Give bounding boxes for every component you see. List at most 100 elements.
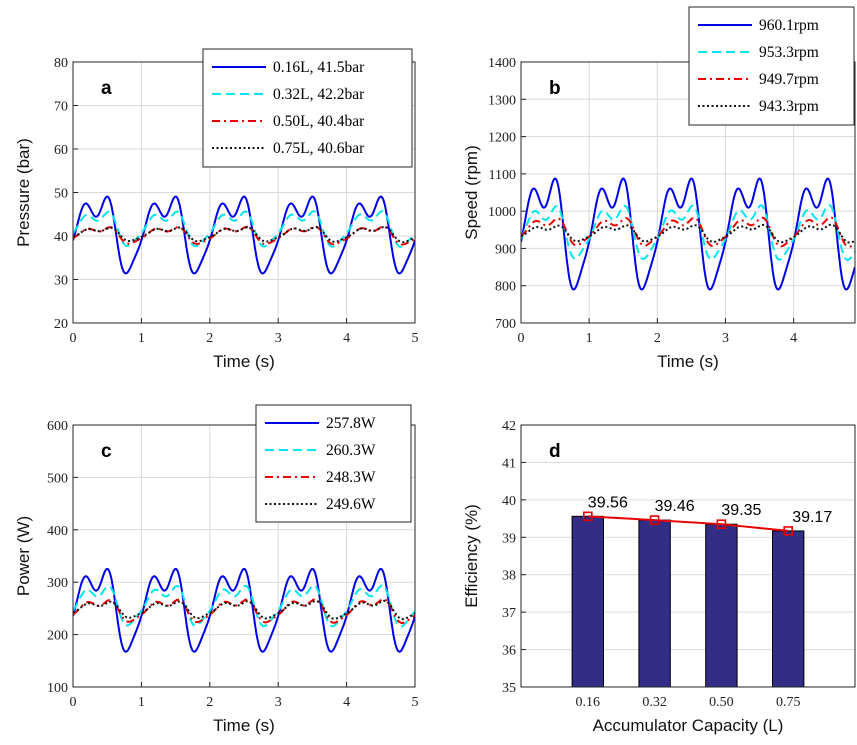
- y-tick-label: 300: [47, 576, 68, 591]
- x-axis-label: Accumulator Capacity (L): [593, 716, 784, 735]
- data-label: 39.17: [792, 509, 832, 526]
- series-line-2: [73, 584, 415, 628]
- series-line-1: [73, 195, 415, 275]
- bar: [705, 523, 738, 688]
- y-tick-label: 500: [47, 471, 68, 486]
- x-tick-label: 0.75: [776, 695, 801, 710]
- trend-line: [587, 515, 789, 532]
- legend-label: 949.7rpm: [759, 71, 819, 88]
- y-tick-label: 1200: [488, 131, 516, 146]
- legend-label: 943.3rpm: [759, 98, 819, 115]
- y-tick-label: 1300: [488, 93, 516, 108]
- x-tick-label: 4: [790, 331, 797, 346]
- y-tick-label: 80: [54, 56, 68, 71]
- x-tick-label: 4: [343, 695, 350, 710]
- bar: [571, 515, 604, 688]
- data-label: 39.35: [721, 502, 761, 519]
- data-label: 39.56: [588, 494, 628, 511]
- x-tick-label: 2: [654, 331, 661, 346]
- legend-label: 260.3W: [326, 442, 376, 459]
- series-line-3: [521, 216, 855, 248]
- y-tick-label: 30: [54, 274, 68, 289]
- legend: 257.8W 260.3W 248.3W 249.6W: [255, 404, 412, 523]
- series-line-1: [73, 567, 415, 653]
- axes-box: [72, 424, 416, 688]
- legend-label: 0.50L, 40.4bar: [273, 113, 365, 130]
- y-tick-label: 20: [54, 317, 68, 332]
- y-tick-label: 1000: [488, 205, 516, 220]
- legend-label: 0.16L, 41.5bar: [273, 59, 365, 76]
- y-tick-label: 900: [495, 242, 516, 257]
- x-tick-label: 2: [206, 695, 213, 710]
- x-tick-label: 0.32: [642, 695, 667, 710]
- y-tick-label: 41: [502, 456, 516, 471]
- x-tick-label: 3: [275, 695, 282, 710]
- x-axis-label: Time (s): [657, 352, 719, 371]
- bar: [638, 519, 671, 688]
- series-line-1: [521, 177, 855, 291]
- x-tick-label: 2: [206, 331, 213, 346]
- y-axis-label: Power (W): [14, 516, 33, 596]
- x-tick-label: 5: [412, 331, 419, 346]
- y-tick-label: 600: [47, 419, 68, 434]
- series-line-2: [521, 204, 855, 261]
- x-tick-label: 5: [412, 695, 419, 710]
- series-line-4: [73, 599, 415, 621]
- legend-label: 249.6W: [326, 496, 376, 513]
- y-axis-label: Speed (rpm): [462, 145, 481, 239]
- series-line-2: [73, 210, 415, 249]
- panel-label: c: [101, 441, 112, 462]
- x-tick-label: 1: [586, 331, 593, 346]
- y-tick-label: 50: [54, 187, 68, 202]
- y-tick-label: 800: [495, 280, 516, 295]
- y-tick-label: 36: [502, 644, 516, 659]
- x-axis-label: Time (s): [213, 716, 275, 735]
- y-tick-label: 38: [502, 569, 516, 584]
- panel-label: d: [549, 441, 561, 462]
- y-tick-label: 42: [502, 419, 516, 434]
- axes-box: [520, 424, 856, 688]
- x-tick-label: 0.16: [576, 695, 601, 710]
- data-label: 39.46: [655, 498, 695, 515]
- legend-label: 248.3W: [326, 469, 376, 486]
- x-tick-label: 3: [275, 331, 282, 346]
- legend-label: 953.3rpm: [759, 44, 819, 61]
- legend-label: 960.1rpm: [759, 17, 819, 34]
- legend: 960.1rpm 953.3rpm 949.7rpm 943.3rpm: [688, 6, 855, 126]
- trend-marker: [582, 511, 593, 522]
- panel-label: b: [549, 78, 561, 99]
- y-axis-label: Pressure (bar): [14, 138, 33, 247]
- series-line-3: [73, 598, 415, 624]
- x-tick-label: 0: [70, 695, 77, 710]
- y-tick-label: 1400: [488, 56, 516, 71]
- y-tick-label: 400: [47, 524, 68, 539]
- y-tick-label: 40: [502, 494, 516, 509]
- legend: 0.16L, 41.5bar 0.32L, 42.2bar 0.50L, 40.4b…: [202, 48, 413, 168]
- x-axis-label: Time (s): [213, 352, 275, 371]
- y-tick-label: 1100: [489, 168, 516, 183]
- panel-c: 100 200 300 400 500 600 0 1 2 3 4 5 Time (s) Power (W…: [14, 404, 419, 735]
- trend-marker: [783, 526, 794, 536]
- panel-b: 700 800 900 1000 1100 1200 1300 1400 0 1 2 3 4 Time (…: [462, 6, 856, 371]
- x-tick-label: 0.50: [709, 695, 734, 710]
- x-tick-label: 4: [343, 331, 350, 346]
- panel-label: a: [101, 78, 112, 99]
- axes-box: [520, 61, 856, 324]
- legend-label: 257.8W: [326, 415, 376, 432]
- legend-label: 0.32L, 42.2bar: [273, 86, 365, 103]
- bar: [772, 530, 805, 688]
- y-tick-label: 35: [502, 681, 516, 696]
- legend-box: [202, 48, 413, 168]
- trend-marker: [716, 519, 727, 529]
- panel-d: 35 36 37 38 39 40 41 42 0.16 0.32 0.50 0.75 39.56 39.…: [462, 419, 856, 735]
- trend-marker: [649, 515, 660, 525]
- y-tick-label: 60: [54, 143, 68, 158]
- panel-a: 20 30 40 50 60 70 80 0 1 2 3 4 5 Time (s) Pressure (ba…: [14, 48, 419, 371]
- x-tick-label: 1: [138, 331, 145, 346]
- legend-label: 0.75L, 40.6bar: [273, 140, 365, 157]
- y-tick-label: 200: [47, 629, 68, 644]
- series-line-4: [73, 225, 415, 244]
- y-tick-label: 40: [54, 230, 68, 245]
- y-tick-label: 39: [502, 531, 516, 546]
